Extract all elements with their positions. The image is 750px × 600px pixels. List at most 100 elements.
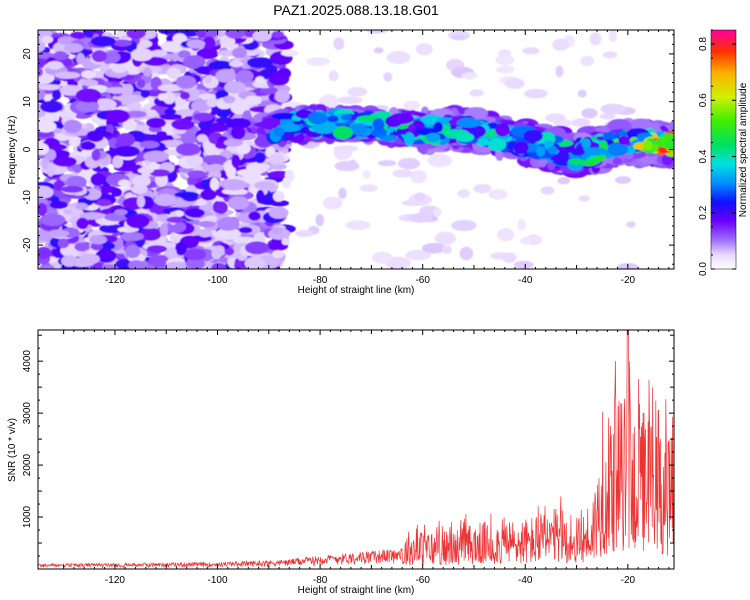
spectral-blob (53, 51, 68, 61)
spectral-blob (196, 48, 219, 60)
spectral-blob (185, 208, 205, 218)
spectral-blob (126, 214, 150, 229)
spectral-blob (69, 136, 81, 147)
spectral-blob (136, 78, 146, 89)
spectral-blob (520, 237, 531, 245)
spectral-blob (150, 49, 168, 57)
spectral-blob (39, 213, 66, 227)
spectral-blob (202, 36, 216, 50)
spectral-blob (425, 132, 441, 143)
spectral-blob (187, 170, 207, 179)
spectral-blob (456, 117, 481, 128)
spectral-blob (197, 220, 216, 228)
spectral-blob (349, 123, 367, 135)
spectral-blob (572, 118, 591, 127)
spectral-blob (235, 142, 251, 155)
spectral-blob (139, 227, 162, 241)
spectral-blob (46, 60, 64, 70)
spectral-blob (175, 75, 197, 89)
spectral-blob (599, 113, 616, 120)
spectral-blob (75, 88, 102, 103)
y-tick-label: 2000 (22, 454, 33, 477)
spectral-blob (38, 246, 52, 260)
spectral-blob (268, 206, 289, 219)
spectral-blob (488, 138, 507, 152)
spectral-blob (333, 37, 345, 51)
spectral-blob (340, 113, 352, 121)
spectral-blob (421, 242, 447, 254)
spectral-blob (86, 130, 101, 141)
spectral-blob (517, 219, 526, 231)
spectral-blob (577, 89, 587, 98)
spectral-blob (156, 131, 168, 138)
spectral-blob (96, 198, 112, 207)
spectral-blob (74, 242, 90, 252)
spectral-blob (664, 137, 674, 151)
spectral-blob (602, 51, 618, 59)
snr-background (38, 330, 674, 569)
spectral-blob (668, 121, 674, 135)
spectral-blob (580, 55, 595, 67)
spectral-blob (397, 157, 421, 170)
spectral-blob (81, 69, 96, 79)
spectral-blob (125, 244, 141, 259)
spectral-blob (427, 153, 452, 168)
spectral-blob (89, 234, 108, 245)
spectral-blob (248, 211, 261, 221)
spectral-blob (224, 247, 235, 256)
spectral-blob (259, 86, 279, 95)
spectral-blob (608, 30, 618, 43)
spectral-blob (473, 183, 492, 194)
spectral-blob (177, 50, 191, 59)
spectral-blob (451, 34, 466, 41)
spectral-blob (125, 110, 147, 118)
x-tick-label: -60 (415, 575, 430, 586)
spectral-blob (271, 112, 298, 120)
spectral-blob (281, 237, 290, 246)
spectral-blob (269, 163, 287, 170)
spectral-blob (39, 264, 55, 269)
spectral-blob (244, 241, 270, 255)
spectral-blob (91, 149, 101, 161)
spectral-blob (200, 189, 217, 201)
spectral-blob (235, 69, 254, 83)
spectral-blob (118, 179, 131, 187)
spectral-blob (537, 158, 547, 168)
spectral-blob (175, 241, 187, 256)
spectral-blob (198, 228, 212, 238)
spectral-blob (280, 49, 298, 57)
spectral-blob (38, 185, 54, 199)
x-tick-label: -100 (208, 575, 228, 586)
spectral-blob (271, 30, 284, 39)
y-tick-label: 3000 (22, 402, 33, 425)
spectral-blob (216, 227, 241, 240)
spectral-blob (91, 50, 107, 63)
spectral-blob (540, 186, 555, 195)
spectral-blob (643, 140, 654, 151)
spectral-blob (336, 96, 363, 104)
spectral-blob (196, 134, 208, 143)
spectral-blob (268, 153, 285, 166)
spectral-blob (269, 199, 289, 207)
spectral-blob (405, 249, 431, 261)
snr-x-label: Height of straight line (km) (298, 585, 415, 596)
spectral-blob (114, 209, 128, 216)
colorbar-tick-label: 0.0 (698, 262, 709, 276)
spectral-blob (281, 179, 292, 189)
spectral-blob (38, 87, 46, 101)
spectral-blob (175, 143, 201, 156)
spectral-blob (629, 118, 653, 130)
spectral-blob (332, 125, 353, 140)
spectral-blob (140, 89, 150, 98)
spectral-blob (513, 260, 534, 269)
spectral-blob (195, 66, 215, 75)
spectral-blob (149, 169, 170, 177)
colorbar-tick-label: 0.4 (698, 149, 709, 163)
spectral-blob (190, 100, 211, 113)
spectral-blob (498, 49, 512, 58)
spectral-blob (171, 118, 195, 130)
spectral-blob (139, 140, 160, 149)
spectral-blob (179, 91, 190, 100)
spectral-blob (180, 132, 197, 145)
spectral-blob (208, 60, 234, 71)
